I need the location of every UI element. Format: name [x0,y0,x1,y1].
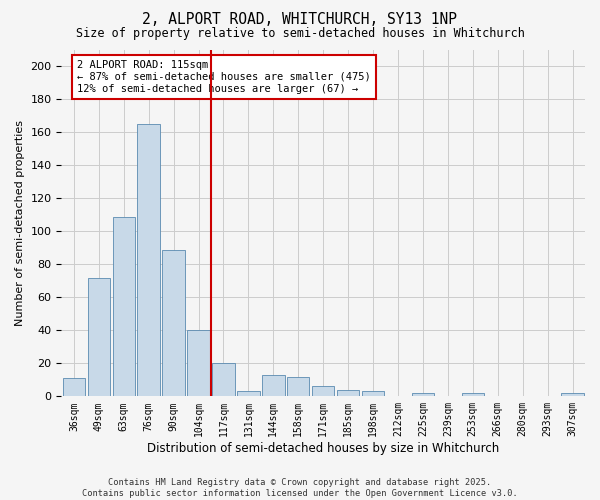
Bar [187,330,210,396]
Bar [137,124,160,396]
Bar [212,364,235,396]
Bar [337,390,359,396]
Bar [237,392,260,396]
Y-axis label: Number of semi-detached properties: Number of semi-detached properties [15,120,25,326]
Text: 2 ALPORT ROAD: 115sqm
← 87% of semi-detached houses are smaller (475)
12% of sem: 2 ALPORT ROAD: 115sqm ← 87% of semi-deta… [77,60,371,94]
Text: Contains HM Land Registry data © Crown copyright and database right 2025.
Contai: Contains HM Land Registry data © Crown c… [82,478,518,498]
Bar [163,250,185,396]
Text: Size of property relative to semi-detached houses in Whitchurch: Size of property relative to semi-detach… [76,28,524,40]
Bar [88,278,110,396]
Bar [312,386,334,396]
Bar [412,393,434,396]
X-axis label: Distribution of semi-detached houses by size in Whitchurch: Distribution of semi-detached houses by … [147,442,499,455]
Bar [562,393,584,396]
Bar [362,392,384,396]
Bar [113,216,135,396]
Bar [62,378,85,396]
Bar [287,376,310,396]
Bar [461,393,484,396]
Bar [262,375,284,396]
Text: 2, ALPORT ROAD, WHITCHURCH, SY13 1NP: 2, ALPORT ROAD, WHITCHURCH, SY13 1NP [143,12,458,28]
